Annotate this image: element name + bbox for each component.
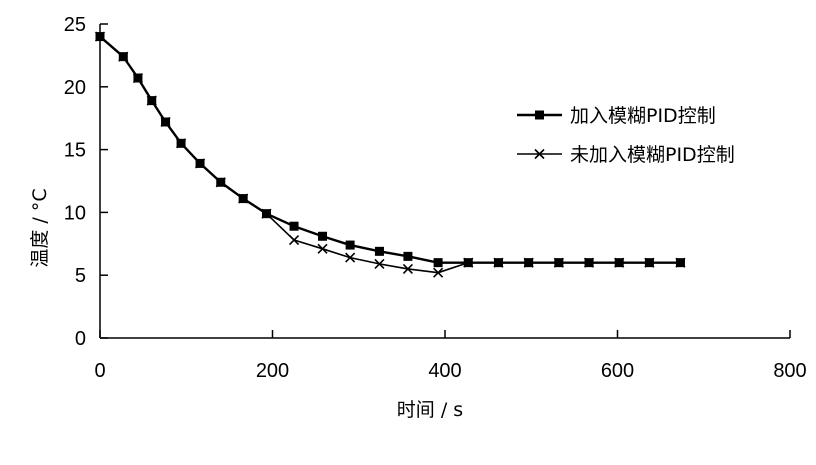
data-point [161,117,171,127]
data-point [433,258,443,268]
ticks: 0 200 400 600 800 0 5 10 15 20 25 [64,14,807,382]
data-point [402,263,413,274]
legend-label: 加入模糊PID控制 [570,105,716,127]
y-tick-label: 25 [64,14,86,36]
x-tick-label: 800 [773,360,806,382]
data-point [317,243,328,254]
data-point [374,246,384,256]
legend-marker [534,148,545,160]
x-tick-label: 0 [94,360,105,382]
data-point [318,231,328,241]
data-point [584,258,594,268]
data-point [644,258,654,268]
y-tick-label: 15 [64,140,86,162]
x-tick-label: 200 [256,360,289,382]
data-point [216,177,226,187]
data-point [524,258,534,268]
data-point [147,96,157,106]
x-tick-label: 600 [601,360,634,382]
data-point [554,258,564,268]
legend-marker [535,110,544,120]
data-point [195,158,205,168]
y-axis-title: 温度 / °C [29,188,51,267]
x-axis-title: 时间 / s [397,399,463,421]
data-point [118,52,128,62]
legend-label: 未加入模糊PID控制 [570,144,735,166]
legend-entry: 未加入模糊PID控制 [517,144,735,166]
data-point [133,73,143,83]
data-point [288,234,300,246]
y-tick-label: 0 [75,328,86,350]
data-point [345,240,355,250]
data-point [345,252,356,263]
data-point [675,258,685,268]
x-tick-label: 400 [428,360,461,382]
series-1 [95,32,685,268]
y-tick-label: 5 [75,265,86,287]
data-point [261,209,271,219]
data-point [238,194,248,204]
data-point [493,258,503,268]
data-point [289,221,299,231]
axes [99,24,790,339]
data-point [433,267,444,278]
y-tick-label: 10 [64,202,86,224]
data-point [403,251,413,261]
legend-entry: 加入模糊PID控制 [517,105,716,127]
plot-area [94,31,686,278]
y-tick-label: 20 [64,77,86,99]
data-point [614,258,624,268]
data-point [374,258,385,269]
data-point [176,138,186,148]
data-point [463,258,473,268]
